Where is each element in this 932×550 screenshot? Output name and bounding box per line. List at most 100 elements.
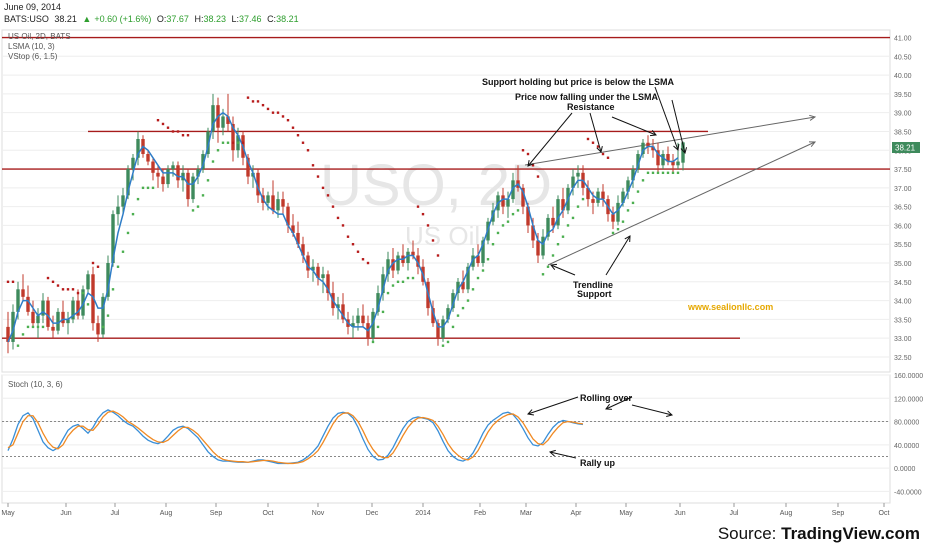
candle-body <box>441 319 445 339</box>
time-tick-label: Feb <box>474 510 486 517</box>
time-tick-label: Aug <box>780 510 793 517</box>
close-value: 38.21 <box>276 14 299 24</box>
annotation-arrow <box>589 112 602 153</box>
vstop-dot <box>536 175 540 178</box>
price-pane <box>1 29 891 373</box>
candle-body <box>146 154 150 162</box>
vstop-dot <box>571 216 575 220</box>
candle-body <box>206 131 210 155</box>
vstop-dot <box>446 340 450 344</box>
candle-body <box>546 217 550 237</box>
candle-body <box>531 225 535 241</box>
price-tick-label: 41.00 <box>894 36 912 43</box>
vstop-dot <box>186 134 190 137</box>
vstop-dot <box>231 141 235 144</box>
vstop-dot <box>281 115 285 118</box>
candle-body <box>66 319 70 324</box>
vstop-dot <box>401 280 405 284</box>
vstop-dot <box>86 303 90 306</box>
time-tick-label: Apr <box>571 510 583 517</box>
candle-body <box>6 326 10 342</box>
candle-body <box>26 296 30 312</box>
candle-body <box>126 169 130 196</box>
time-tick-label: Jun <box>60 510 71 517</box>
candle-body <box>451 293 455 309</box>
candle-body <box>136 138 140 158</box>
vstop-dot <box>521 149 525 152</box>
vstop-dot <box>261 103 265 107</box>
candle-body <box>386 259 390 275</box>
vstop-dot <box>451 325 455 329</box>
vstop-dot <box>11 280 15 284</box>
trendline-arrowhead <box>808 141 817 147</box>
candle-body <box>211 105 215 132</box>
candle-body <box>71 300 75 320</box>
price-tick-label: 36.00 <box>894 223 912 230</box>
vstop-dot <box>436 254 440 257</box>
vstop-dot <box>171 130 175 133</box>
candle-body <box>201 154 205 170</box>
annotation-arrow <box>611 116 657 136</box>
last-price: 38.21 <box>54 14 77 24</box>
price-tick-label: 40.50 <box>894 54 912 61</box>
candle-body <box>596 191 600 203</box>
vstop-dot <box>611 231 615 235</box>
vstop-dot <box>131 212 135 216</box>
stoch-k-line <box>7 409 584 465</box>
candle-body <box>271 195 275 211</box>
vstop-dot <box>106 314 110 317</box>
candle-body <box>456 281 460 294</box>
vstop-dot <box>41 325 45 329</box>
vstop-dot <box>146 186 150 190</box>
candle-body <box>471 255 475 267</box>
vstop-dot <box>381 310 385 314</box>
vstop-dot <box>511 212 515 216</box>
source-name: TradingView.com <box>781 524 920 543</box>
vstop-dot <box>216 149 220 152</box>
candle-body <box>321 274 325 279</box>
vstop-dot <box>206 179 210 182</box>
lsma-path <box>7 111 679 343</box>
candle-body <box>61 311 65 324</box>
candle-body <box>626 180 630 192</box>
time-tick-label: Sep <box>832 510 845 517</box>
lsma-legend: LSMA (10, 3) <box>8 42 55 51</box>
annotation-arrowhead <box>624 235 631 243</box>
candle-body <box>536 240 540 256</box>
candle-body <box>96 323 100 335</box>
vstop-dot <box>376 325 380 329</box>
vstop-dot <box>46 276 50 280</box>
time-tick-label: Oct <box>263 510 274 517</box>
vstop-dot <box>366 261 370 265</box>
grid <box>2 37 890 492</box>
vstop-dot <box>561 235 565 238</box>
candle-body <box>506 199 510 207</box>
annotation-support-holding: Support holding but price is below the L… <box>482 77 674 87</box>
vstop-dot <box>651 171 655 175</box>
vstop-dot <box>196 205 200 208</box>
candle-body <box>526 206 530 226</box>
website-label: www.sealionllc.com <box>688 302 774 312</box>
vstop-dot <box>471 288 475 291</box>
vstop-dot <box>26 325 30 329</box>
symbol: BATS:USO <box>4 14 49 24</box>
candle-body <box>551 217 555 226</box>
price-tick-label: 33.00 <box>894 336 912 343</box>
vstop-dot <box>256 100 260 103</box>
candle-body <box>56 311 60 331</box>
vstop-dot <box>496 231 500 235</box>
candle-body <box>646 142 650 147</box>
candle-body <box>286 206 290 226</box>
vstop-dot <box>541 273 545 276</box>
vstop-dot <box>636 190 640 193</box>
vstop-dot <box>211 160 215 163</box>
vstop-dot <box>641 179 645 182</box>
annotation-arrowhead <box>550 263 558 270</box>
vstop-dot <box>526 152 530 156</box>
vstop-dot <box>506 220 510 223</box>
vstop-dot <box>331 205 335 208</box>
vstop-dot <box>676 171 680 175</box>
vstop-dot <box>31 325 35 329</box>
vstop-dot <box>16 344 20 347</box>
